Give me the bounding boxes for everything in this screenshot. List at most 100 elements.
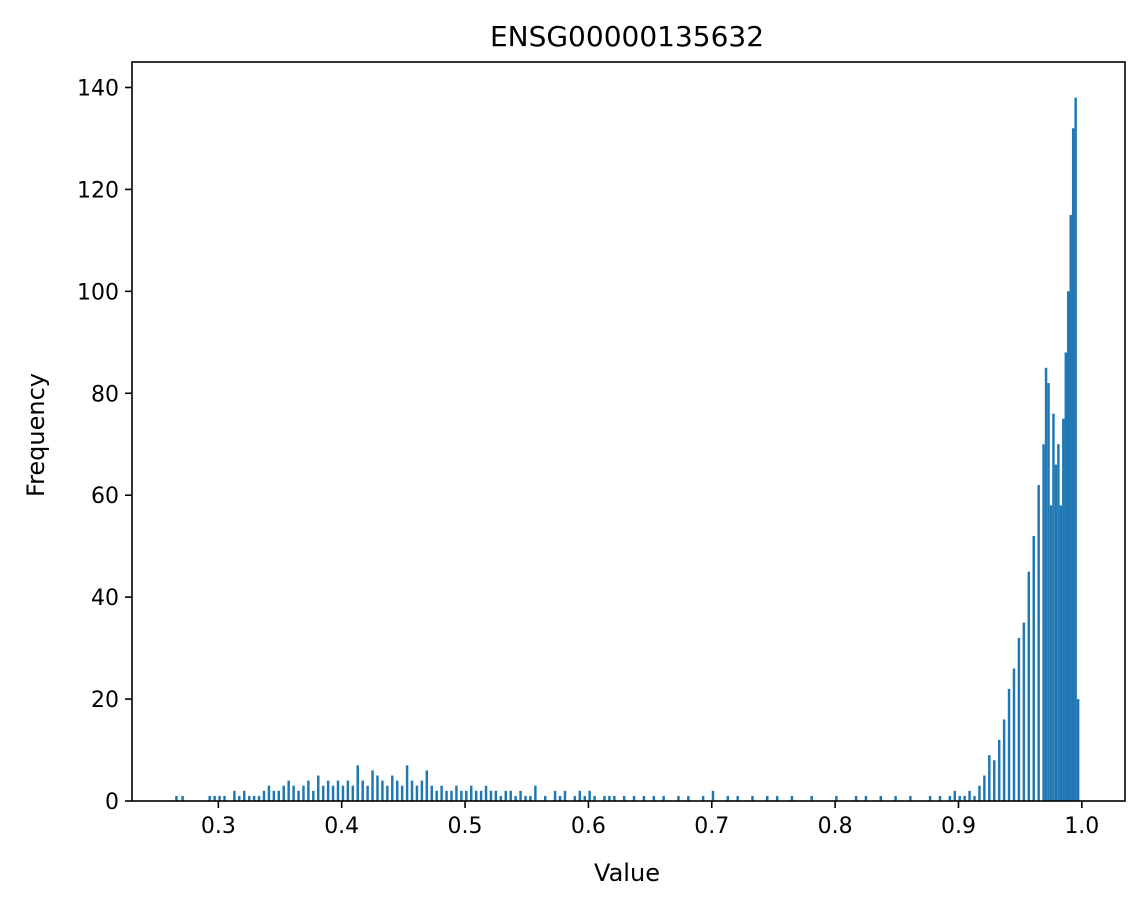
histogram-bar (509, 790, 512, 801)
histogram-bar (336, 780, 340, 801)
histogram-bar (958, 795, 961, 801)
histogram-bar (445, 790, 448, 801)
y-axis-label: Frequency (22, 373, 50, 497)
histogram-bar (405, 765, 409, 801)
x-tick-label: 0.7 (694, 814, 729, 839)
y-tick-label: 20 (91, 688, 119, 713)
histogram-bar (603, 795, 606, 801)
histogram-bar (1074, 97, 1077, 802)
histogram-bar (1027, 571, 1031, 801)
histogram-bar (766, 795, 769, 801)
histogram-bar (272, 790, 276, 801)
histogram-bar (879, 795, 882, 801)
histogram-bar (588, 790, 591, 801)
histogram-bar (613, 795, 616, 801)
plot-frame (131, 61, 1126, 802)
histogram-bar (361, 780, 364, 801)
histogram-bar (430, 785, 433, 801)
histogram-bar (1012, 668, 1016, 801)
histogram-bar (504, 790, 507, 801)
histogram-bar (662, 795, 665, 801)
histogram-bar (1002, 719, 1006, 801)
histogram-bar (376, 775, 379, 801)
histogram-bar (450, 790, 453, 801)
histogram-bar (983, 775, 986, 801)
histogram-bar (583, 795, 586, 801)
histogram-bar (854, 795, 858, 801)
histogram-bar (1054, 464, 1058, 801)
histogram-bar (687, 795, 690, 801)
histogram-bar (534, 785, 537, 801)
x-axis-ticks: 0.3 0.4 0.5 0.6 0.7 0.8 0.9 1.0 (201, 801, 1099, 839)
histogram-bar (751, 795, 754, 801)
histogram-bar (233, 790, 236, 801)
histogram-bar (238, 795, 241, 801)
histogram-bar (736, 795, 739, 801)
histogram-bar (366, 785, 369, 801)
histogram-bar (578, 790, 582, 801)
histogram-bar (395, 780, 399, 801)
histogram-bar (894, 795, 897, 801)
histogram-bar (1067, 291, 1070, 801)
histogram-bar (973, 795, 976, 801)
histogram-bar (1022, 622, 1026, 801)
histogram-bar (1017, 637, 1021, 801)
histogram-bar (810, 795, 813, 801)
histogram-bar (307, 780, 310, 801)
histogram-bar (292, 785, 295, 801)
y-tick-label: 80 (91, 382, 119, 407)
histogram-bar (790, 795, 794, 801)
histogram-bar (346, 780, 350, 801)
y-tick-label: 120 (77, 178, 119, 203)
histogram-bar (267, 785, 271, 801)
y-tick-label: 40 (91, 586, 119, 611)
histogram-bar (297, 790, 300, 801)
histogram-bar (243, 790, 246, 801)
histogram-bar (386, 785, 389, 801)
histogram-bar (410, 780, 414, 801)
histogram-bar (544, 795, 547, 801)
histogram-bar (1044, 367, 1048, 801)
histogram-bar (938, 795, 942, 801)
histogram-bar (558, 795, 562, 801)
histogram-bar (608, 795, 611, 801)
histogram-bar (175, 795, 178, 801)
histogram-bar (573, 795, 577, 801)
histogram-bar (997, 739, 1001, 801)
x-tick-label: 0.5 (448, 814, 483, 839)
histogram-bar (563, 790, 567, 801)
bars-group (175, 97, 1080, 802)
histogram-bar (711, 790, 715, 801)
histogram-bar (1032, 535, 1035, 801)
histogram-bar (435, 790, 438, 801)
histogram-bar (277, 790, 281, 801)
histogram-bar (341, 785, 345, 801)
histogram-bar (1076, 699, 1080, 801)
histogram-bar (326, 780, 330, 801)
histogram-bar (223, 795, 226, 801)
y-tick-label: 60 (91, 484, 119, 509)
chart-title: ENSG00000135632 (490, 20, 764, 53)
histogram-bar (489, 790, 493, 801)
histogram-bar (331, 785, 335, 801)
histogram-bar (371, 770, 374, 801)
histogram-bar (351, 785, 355, 801)
histogram-bar (469, 785, 473, 801)
histogram-bar (963, 795, 966, 801)
histogram-bar (425, 770, 429, 801)
histogram-bar (391, 775, 394, 801)
histogram-bar (642, 795, 646, 801)
histogram-bar (479, 790, 483, 801)
histogram-bar (1059, 505, 1063, 801)
histogram-bar (317, 775, 320, 801)
histogram-bar (356, 765, 359, 801)
x-tick-label: 0.9 (941, 814, 976, 839)
histogram-bar (1057, 444, 1060, 801)
y-tick-label: 0 (105, 790, 119, 815)
histogram-bar (1064, 352, 1068, 801)
y-tick-label: 100 (77, 280, 119, 305)
histogram-bar (775, 795, 779, 801)
histogram-bar (465, 790, 468, 801)
